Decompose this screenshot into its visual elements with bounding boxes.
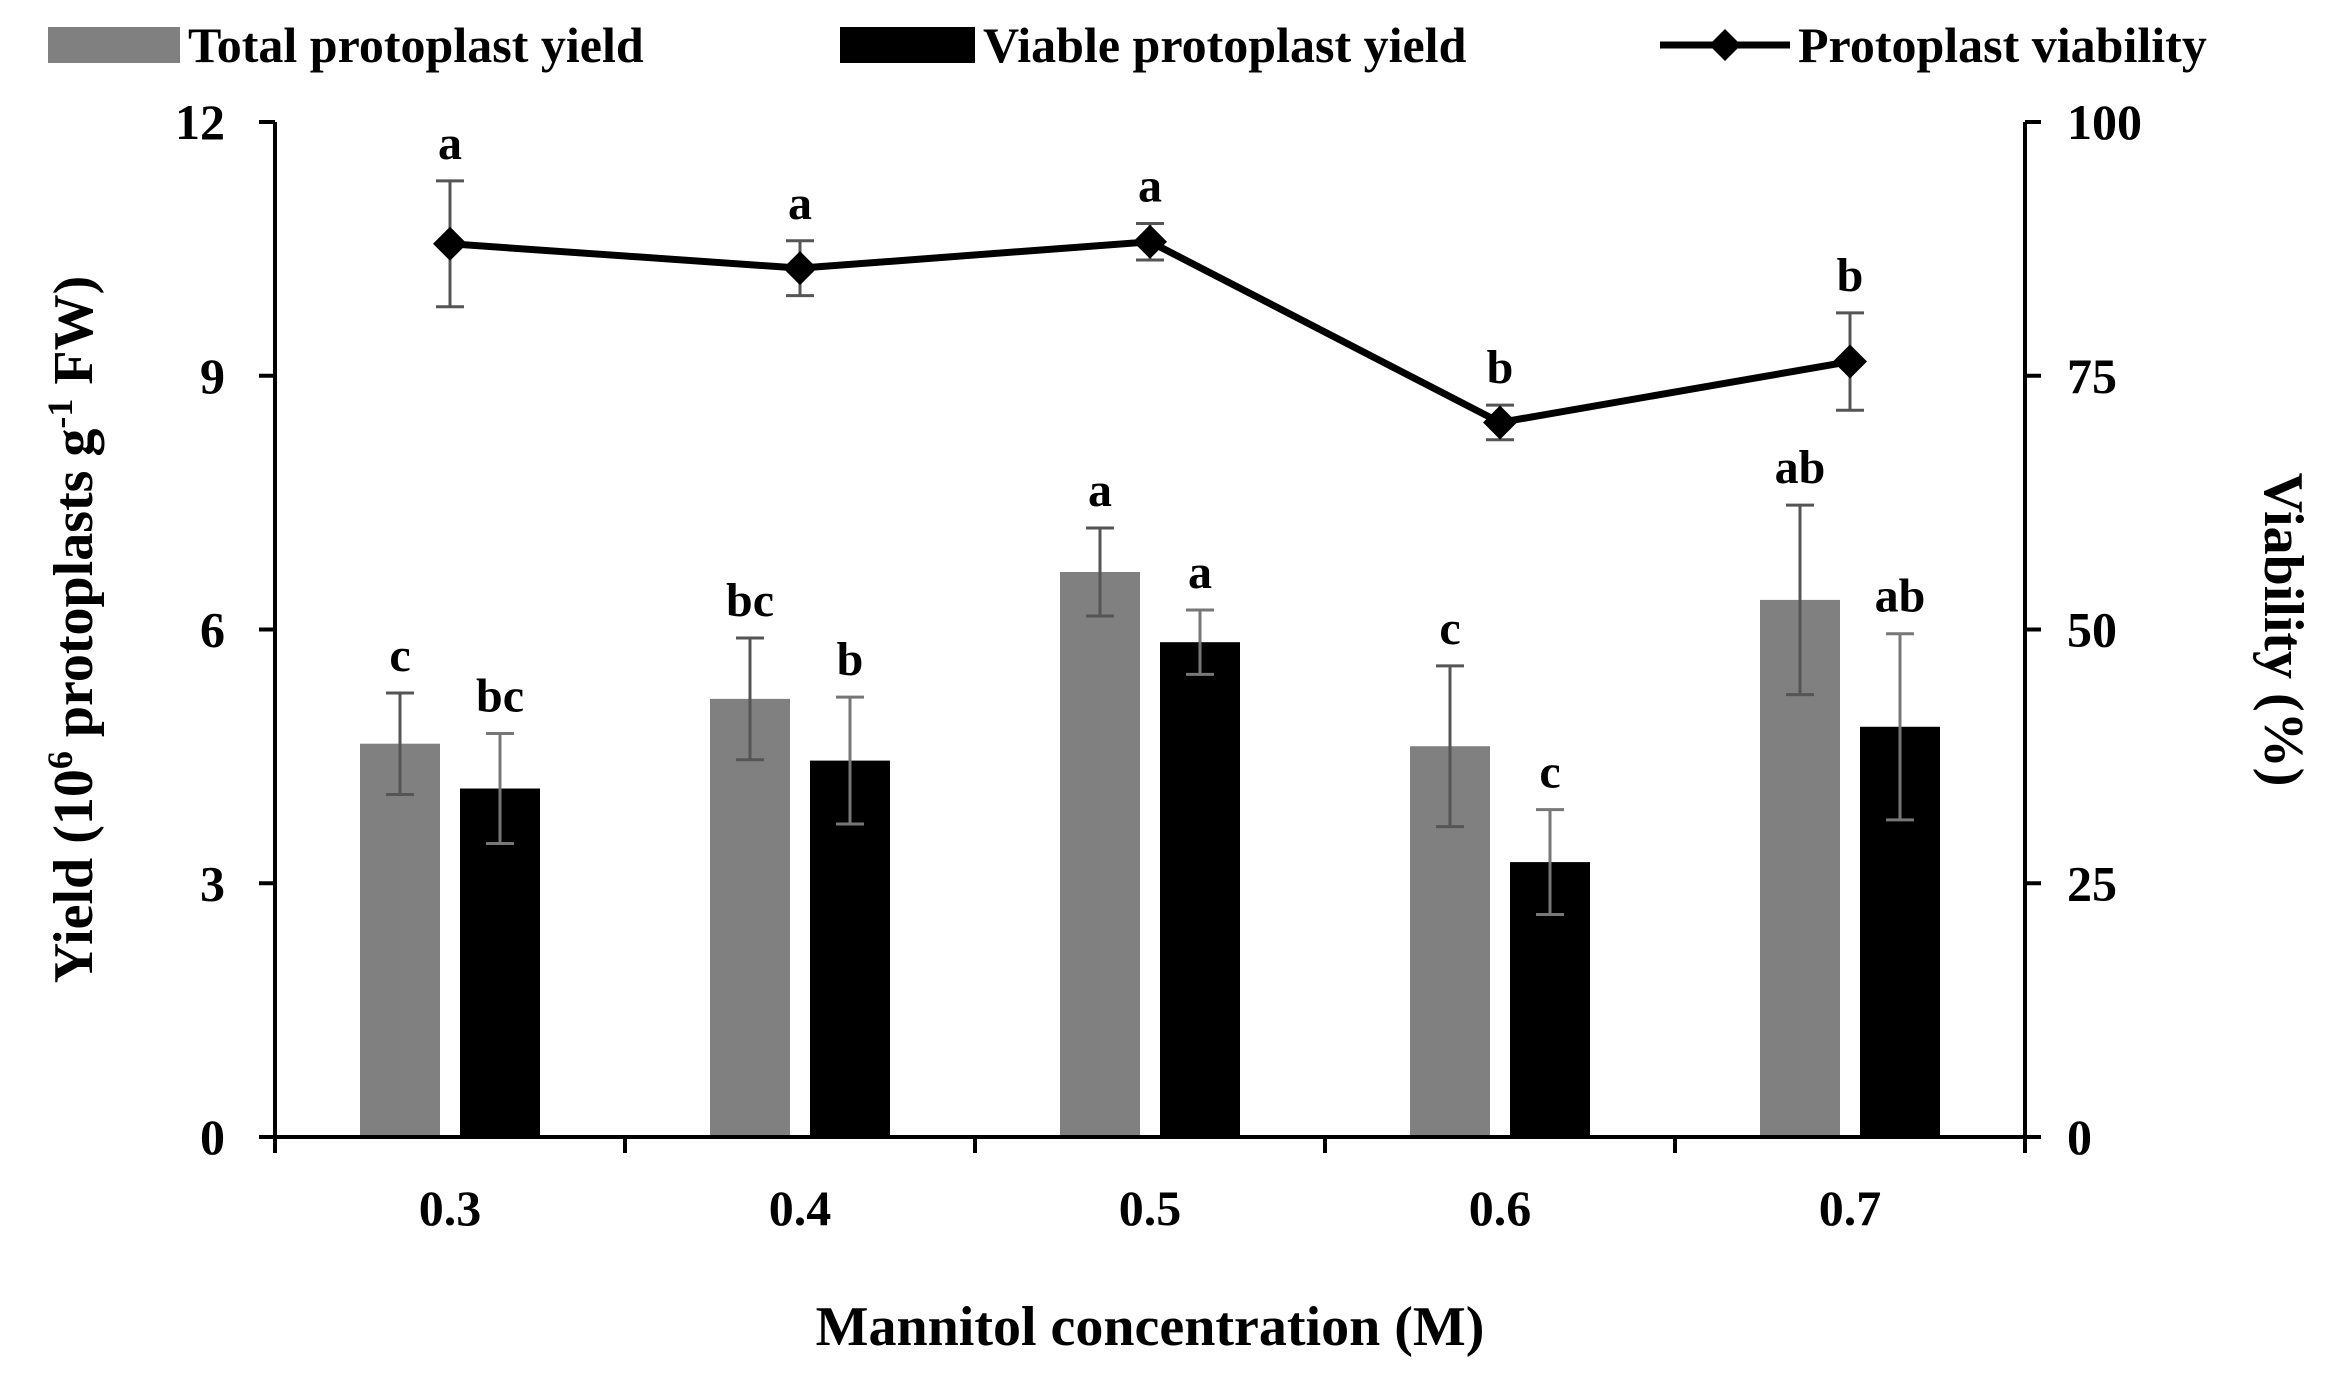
significance-letter: a [1088, 464, 1112, 517]
legend-marker [1709, 29, 1741, 61]
y-right-tick-label: 25 [2067, 855, 2117, 911]
legend-swatch [840, 27, 975, 63]
y-right-tick-label: 0 [2067, 1109, 2092, 1165]
significance-letter: a [1188, 546, 1212, 599]
significance-letter: b [1487, 341, 1514, 394]
x-tick-label: 0.6 [1469, 1180, 1532, 1236]
y-right-tick-label: 100 [2067, 94, 2142, 150]
x-tick-label: 0.7 [1819, 1180, 1882, 1236]
significance-letter: a [438, 117, 462, 170]
significance-letter: ab [1775, 441, 1826, 494]
legend-swatch [48, 27, 180, 63]
bar [1160, 642, 1240, 1137]
legend-label: Total protoplast yield [188, 17, 644, 73]
viability-point [783, 251, 817, 286]
significance-letter: b [1837, 249, 1864, 302]
ticks: 0 3 6 9 12 0 25 50 75 100 0.3 0.4 0.5 0.6 0.7 [175, 94, 2142, 1236]
bar [1060, 571, 1140, 1137]
y-left-tick-label: 0 [200, 1109, 225, 1165]
significance-letter: bc [726, 574, 774, 627]
viability-point [1133, 224, 1167, 259]
y-left-tick-label: 12 [175, 94, 225, 150]
y-axis-left-title-suffix: FW) [43, 276, 105, 399]
significance-letter: a [1138, 160, 1162, 213]
viability-line [449, 238, 1851, 426]
viability-point [433, 226, 467, 261]
bar [360, 743, 440, 1137]
legend-label: Protoplast viability [1798, 17, 2207, 73]
y-axis-left-title: Yield (106 protoplasts g-1 FW) [40, 276, 105, 984]
bar [710, 698, 790, 1137]
significance-letter: c [389, 629, 410, 682]
y-right-tick-label: 75 [2067, 348, 2117, 404]
significance-letter: bc [476, 670, 524, 723]
y-axis-right-title: Viability (%) [2252, 473, 2314, 787]
significance-letter: a [788, 177, 812, 230]
significance-letter: ab [1875, 570, 1926, 623]
y-axis-left-title-prefix: Yield (10 [43, 769, 105, 983]
legend: Total protoplast yield Viable protoplast … [48, 17, 2207, 73]
significance-letter: c [1439, 602, 1460, 655]
bar [460, 788, 540, 1137]
y-left-tick-label: 3 [200, 855, 225, 911]
y-left-tick-label: 6 [200, 602, 225, 658]
significance-letter: c [1539, 746, 1560, 799]
y-axis-left-title-middle: protoplasts g [43, 429, 105, 752]
x-tick-label: 0.3 [419, 1180, 482, 1236]
y-right-tick-label: 50 [2067, 602, 2117, 658]
viability-point [1833, 344, 1867, 379]
x-tick-label: 0.4 [769, 1180, 832, 1236]
legend-label: Viable protoplast yield [983, 17, 1467, 73]
x-axis-title: Mannitol concentration (M) [816, 1296, 1485, 1358]
x-tick-label: 0.5 [1119, 1180, 1182, 1236]
y-axis-left-title-sup1: 6 [40, 751, 80, 769]
y-axis-left-title-sup2: -1 [40, 399, 80, 429]
viability-point [1483, 405, 1517, 440]
y-left-tick-label: 9 [200, 348, 225, 404]
significance-letter: b [837, 633, 864, 686]
